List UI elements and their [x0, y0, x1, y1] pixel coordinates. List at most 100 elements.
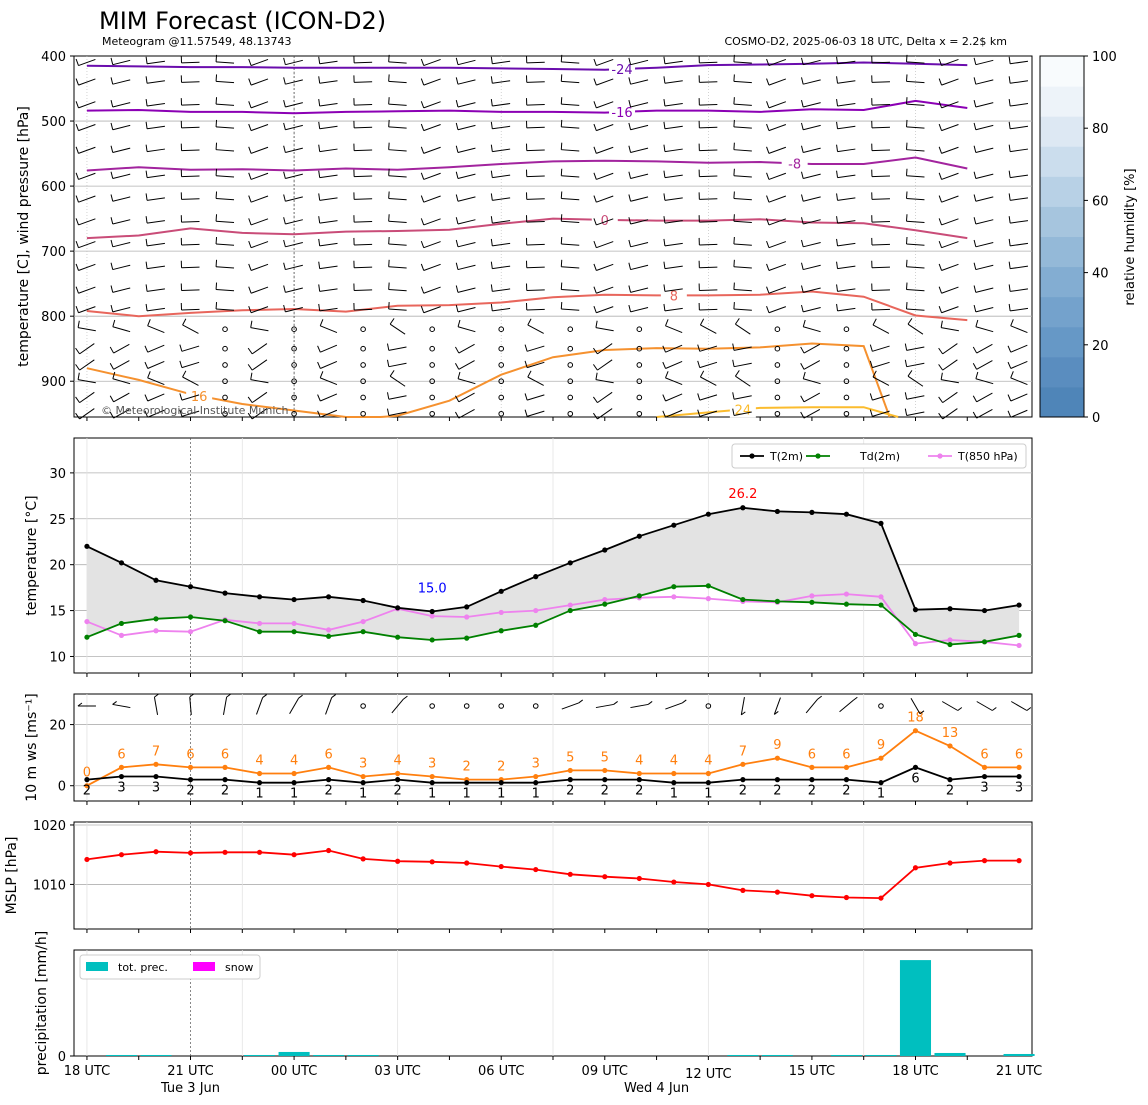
wind-barb — [941, 263, 959, 271]
wind-barb — [251, 391, 268, 404]
surface-barb-flag — [992, 707, 997, 711]
mslp-point — [636, 875, 642, 882]
wind-barb-flag — [593, 286, 597, 294]
wind-barb — [803, 392, 821, 403]
wind-barb-flag — [732, 392, 735, 400]
series-point-T(850 hPa) — [947, 637, 953, 643]
wind-barb-flag — [490, 193, 493, 201]
surface-barb — [630, 703, 649, 709]
wind-barb — [837, 197, 856, 201]
wind-barb-flag — [75, 78, 79, 86]
temperature-y-tick-label-0: 10 — [49, 650, 66, 665]
wind-barb-flag — [110, 57, 114, 65]
mslp-point — [671, 879, 677, 885]
surface-barb-flag — [774, 711, 779, 715]
calm-marker — [567, 362, 574, 368]
wind-barb — [907, 323, 924, 335]
precip-bar — [347, 1054, 379, 1056]
wind-barb-flag — [663, 170, 666, 178]
wind-barb — [457, 59, 476, 66]
wind-barb — [250, 218, 269, 226]
precip-legend-swatch-tot — [86, 962, 108, 971]
wind-barb-flag — [248, 286, 252, 294]
wind-barb — [112, 147, 131, 153]
calm-marker — [774, 378, 781, 385]
surface-barb — [740, 697, 745, 715]
wind-barb — [216, 126, 235, 129]
wind-barb — [112, 59, 131, 66]
wind-point-mean — [118, 773, 125, 780]
wind-barb-flag — [110, 171, 114, 179]
wind-barb — [837, 103, 856, 107]
wind-barb — [664, 60, 683, 65]
wind-barb — [250, 101, 269, 109]
series-point-T(850 hPa) — [326, 627, 332, 633]
wind-barb-flag — [1008, 284, 1011, 292]
wind-point-mean — [878, 780, 884, 786]
wind-barb — [319, 125, 338, 130]
wind-barb-flag — [179, 393, 183, 401]
wind-barb-flag — [973, 122, 977, 130]
series-point-T(850 hPa) — [567, 602, 573, 608]
series-point-Td(2m) — [981, 639, 988, 645]
wind-barb — [664, 242, 683, 247]
wind-barb — [733, 362, 752, 368]
calm-marker — [463, 703, 470, 709]
wind-barb — [319, 220, 338, 224]
wind-barb — [733, 80, 752, 84]
wind-barb — [216, 61, 235, 64]
wind-barb — [250, 327, 269, 332]
wind-barb — [803, 219, 821, 225]
surface-barb-flag — [817, 695, 823, 700]
wind-barb — [1010, 409, 1028, 418]
wind-barb-flag — [455, 145, 459, 153]
wind-barb-flag — [593, 172, 597, 180]
series-point-T(2m) — [636, 533, 642, 539]
calm-marker — [843, 410, 850, 417]
wind-point-mean — [912, 764, 919, 770]
wind-barb — [597, 343, 613, 355]
wind-barb — [1010, 377, 1028, 386]
wind-barb — [700, 324, 717, 334]
wind-barb-flag — [145, 144, 148, 152]
calm-marker — [636, 410, 643, 417]
mslp-point — [291, 852, 297, 858]
surface-barb — [153, 697, 159, 715]
wind-barb-flag — [248, 263, 252, 271]
mslp-y-tick-label-0: 1010 — [33, 878, 66, 893]
temperature-y-tick-label-1: 15 — [49, 605, 66, 620]
mslp-point — [602, 874, 608, 880]
wind-barb-flag — [248, 218, 252, 226]
wind-value-label-mean: 1 — [428, 787, 436, 802]
wind-barb-flag — [1010, 371, 1014, 379]
wind-barb-flag — [283, 77, 286, 85]
wind-barb — [285, 241, 303, 248]
wind-barb-flag — [317, 410, 321, 418]
wind-barb — [561, 149, 580, 152]
wind-barb-flag — [904, 343, 908, 351]
wind-barb-flag — [1008, 216, 1011, 224]
wind-barb — [630, 173, 649, 179]
wind-value-label-gust: 4 — [290, 753, 298, 768]
wind-barb — [872, 361, 890, 369]
wind-barb — [975, 241, 994, 248]
contour-line-16 — [86, 342, 891, 418]
wind-barb — [526, 126, 545, 129]
wind-barb — [250, 195, 269, 203]
wind-value-label-mean: 1 — [532, 787, 540, 802]
wind-barb — [561, 289, 580, 292]
wind-barb-flag — [182, 370, 187, 378]
wind-barb — [457, 219, 476, 225]
wind-barb — [768, 78, 787, 86]
wind-barb — [285, 264, 303, 271]
wind-series-gust: 0 6 7 6 6 4 4 6 3 4 3 2 2 3 5 5 4 4 4 7 9 6 6 9 18 13 6 6 — [83, 711, 1023, 789]
wind-barb — [596, 124, 614, 132]
wind-barb-flag — [801, 77, 804, 85]
precip-bar — [899, 960, 932, 1056]
wind-barb-flag — [697, 409, 701, 417]
wind-barb — [147, 80, 165, 84]
wind-barb — [871, 175, 890, 178]
wind-barb — [492, 265, 511, 270]
wind-barb — [664, 103, 683, 107]
wind-point-gust — [533, 773, 539, 780]
